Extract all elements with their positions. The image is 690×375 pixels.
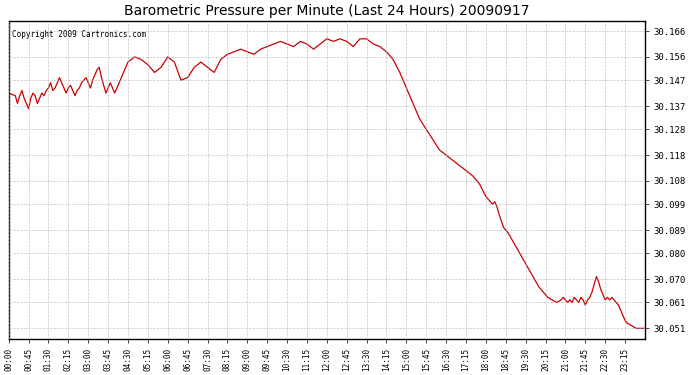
Title: Barometric Pressure per Minute (Last 24 Hours) 20090917: Barometric Pressure per Minute (Last 24 … xyxy=(124,4,529,18)
Text: Copyright 2009 Cartronics.com: Copyright 2009 Cartronics.com xyxy=(12,30,146,39)
